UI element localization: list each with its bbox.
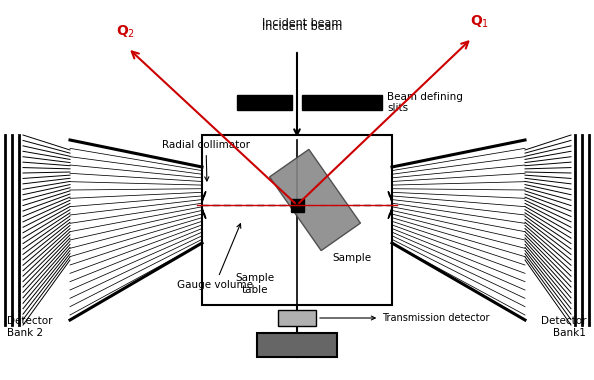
Bar xyxy=(257,333,337,357)
Text: $\mathbf{Q}_2$: $\mathbf{Q}_2$ xyxy=(116,24,135,40)
Text: Incident beam: Incident beam xyxy=(262,22,342,32)
Text: Sample
table: Sample table xyxy=(235,273,274,294)
Text: Detector
Bank1: Detector Bank1 xyxy=(541,317,586,338)
Polygon shape xyxy=(202,192,206,218)
Polygon shape xyxy=(270,149,361,251)
Bar xyxy=(278,310,316,326)
Bar xyxy=(237,95,292,110)
Text: Beam stop: Beam stop xyxy=(262,339,332,352)
Text: Gauge volume: Gauge volume xyxy=(177,224,253,290)
Bar xyxy=(290,198,304,212)
Bar xyxy=(302,95,382,110)
Text: Incident beam: Incident beam xyxy=(262,18,342,28)
Text: $\mathbf{Q}_1$: $\mathbf{Q}_1$ xyxy=(470,14,489,30)
Text: Transmission detector: Transmission detector xyxy=(320,313,489,323)
Text: Sample: Sample xyxy=(333,253,372,263)
Polygon shape xyxy=(388,192,392,218)
Bar xyxy=(202,135,392,305)
Text: Beam defining
slits: Beam defining slits xyxy=(387,92,463,113)
Text: Radial collimator: Radial collimator xyxy=(162,140,250,181)
Text: Detector
Bank 2: Detector Bank 2 xyxy=(7,317,52,338)
